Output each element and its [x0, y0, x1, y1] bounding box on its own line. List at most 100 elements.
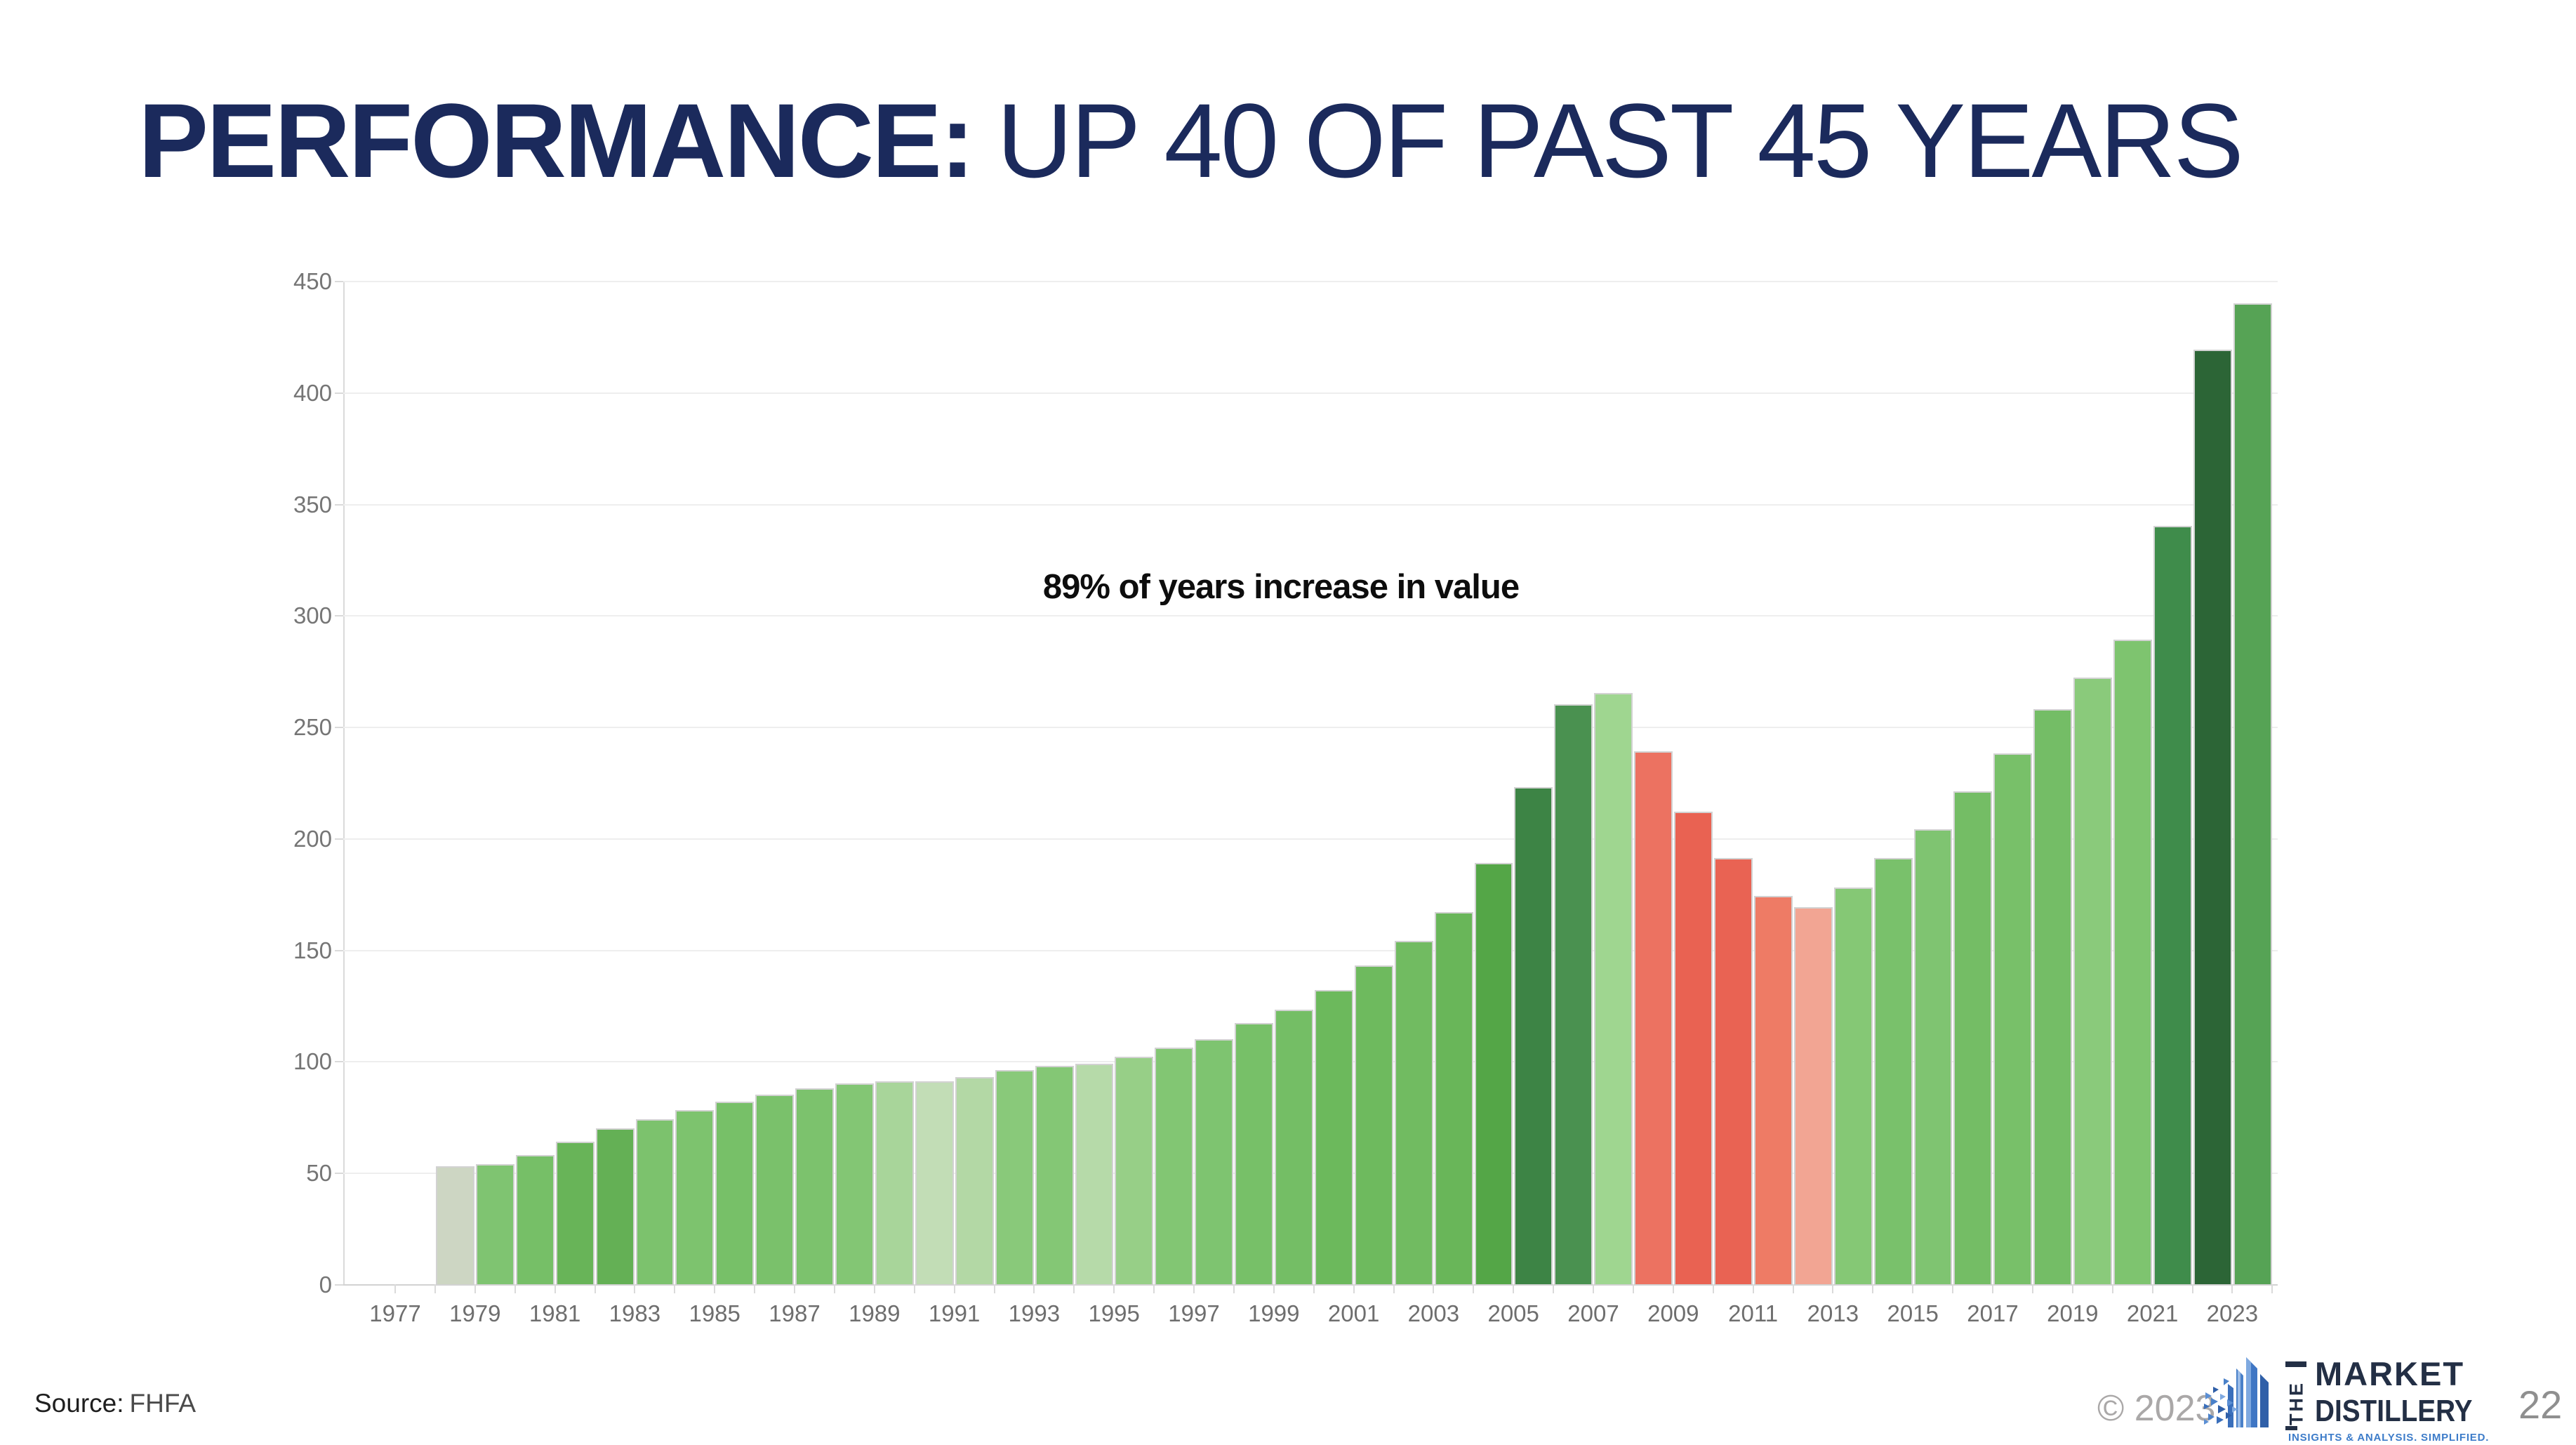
- y-axis-line: [343, 281, 345, 1286]
- logo-buildings-icon: [2204, 1357, 2269, 1427]
- x-axis-tick: [754, 1284, 756, 1293]
- bar-1990: [915, 1081, 954, 1284]
- gridline-150: [343, 949, 2278, 951]
- bar-2020: [2113, 640, 2152, 1284]
- bar-2013: [1833, 887, 1873, 1284]
- source-note: Source: FHFA: [34, 1389, 196, 1418]
- bar-1989: [875, 1081, 914, 1284]
- y-axis-label: 250: [293, 714, 332, 741]
- x-axis-tick: [794, 1284, 795, 1293]
- bar-2011: [1753, 896, 1793, 1284]
- x-axis-tick: [2271, 1284, 2273, 1293]
- x-axis-tick: [1912, 1284, 1914, 1293]
- x-axis-tick: [1353, 1284, 1355, 1293]
- bar-1985: [715, 1101, 755, 1284]
- y-axis-label: 400: [293, 379, 332, 406]
- x-axis-tick: [674, 1284, 676, 1293]
- x-axis-tick: [1273, 1284, 1275, 1293]
- bar-series: [435, 281, 2273, 1284]
- bar-2012: [1793, 907, 1833, 1284]
- gridline-300: [343, 615, 2278, 617]
- y-axis-label: 200: [293, 825, 332, 852]
- x-axis-tick: [1752, 1284, 1754, 1293]
- brand-logo: THE MARKET DISTILLERY INSIGHTS & ANALYSI…: [2203, 1338, 2488, 1444]
- y-axis-label: 450: [293, 268, 332, 294]
- bar-1998: [1235, 1023, 1274, 1284]
- bar-1993: [1035, 1065, 1074, 1284]
- x-axis-tick: [1433, 1284, 1435, 1293]
- x-axis-tick: [394, 1284, 396, 1293]
- y-axis-tick: [335, 1173, 343, 1175]
- x-axis-tick: [434, 1284, 436, 1293]
- x-axis-tick: [514, 1284, 516, 1293]
- y-axis-tick: [335, 1061, 343, 1063]
- x-axis-tick: [1313, 1284, 1315, 1293]
- x-axis-label-1983: 1983: [609, 1300, 661, 1326]
- x-axis-tick: [1393, 1284, 1395, 1293]
- y-axis-label: 0: [319, 1272, 332, 1298]
- bar-1984: [675, 1110, 715, 1284]
- x-axis-tick: [1553, 1284, 1555, 1293]
- bar-2010: [1714, 858, 1753, 1284]
- bar-2016: [1953, 791, 1993, 1284]
- bar-1999: [1275, 1010, 1313, 1284]
- x-axis-label-1985: 1985: [689, 1300, 741, 1326]
- x-axis-label-2019: 2019: [2047, 1300, 2099, 1326]
- x-axis-tick: [1233, 1284, 1235, 1293]
- x-axis-tick: [474, 1284, 476, 1293]
- bar-2019: [2073, 678, 2113, 1284]
- bar-2002: [1394, 940, 1433, 1284]
- bar-1981: [555, 1141, 595, 1284]
- y-axis-tick: [335, 949, 343, 951]
- source-value: FHFA: [129, 1389, 197, 1418]
- bar-2000: [1314, 989, 1353, 1284]
- x-axis-label-2003: 2003: [1407, 1300, 1460, 1326]
- y-axis-label: 150: [293, 937, 332, 963]
- gridline-200: [343, 838, 2278, 840]
- y-axis-tick: [335, 281, 343, 282]
- x-axis-tick: [1952, 1284, 1954, 1293]
- y-axis-tick: [335, 838, 343, 840]
- x-axis-tick: [2151, 1284, 2153, 1293]
- x-axis-tick: [1632, 1284, 1634, 1293]
- y-axis-tick: [335, 1284, 343, 1286]
- x-axis-label-2005: 2005: [1487, 1300, 1539, 1326]
- x-axis-tick: [1473, 1284, 1475, 1293]
- bar-1995: [1115, 1057, 1154, 1284]
- gridline-250: [343, 727, 2278, 729]
- title-emphasis: PERFORMANCE:: [138, 81, 975, 199]
- x-axis-tick: [1513, 1284, 1515, 1293]
- x-axis-tick: [953, 1284, 955, 1293]
- x-axis-label-2023: 2023: [2206, 1300, 2259, 1326]
- bar-2018: [2033, 708, 2073, 1284]
- x-axis-tick: [1033, 1284, 1035, 1293]
- bar-2021: [2153, 526, 2192, 1284]
- y-axis-label: 100: [293, 1048, 332, 1075]
- y-axis-label: 350: [293, 491, 332, 517]
- bar-1992: [995, 1070, 1034, 1284]
- bar-2005: [1514, 786, 1553, 1284]
- x-axis-tick: [1872, 1284, 1874, 1293]
- x-axis-tick: [1073, 1284, 1075, 1293]
- x-axis-tick: [2031, 1284, 2033, 1293]
- source-label: Source:: [34, 1389, 124, 1418]
- bar-2022: [2193, 350, 2232, 1284]
- x-axis-label-2009: 2009: [1647, 1300, 1699, 1326]
- bar-1980: [515, 1154, 555, 1284]
- gridline-400: [343, 392, 2278, 394]
- bar-1978: [436, 1166, 474, 1284]
- x-axis-tick: [1153, 1284, 1155, 1293]
- x-axis-label-2011: 2011: [1728, 1300, 1779, 1326]
- x-axis-tick: [2111, 1284, 2113, 1293]
- x-axis-label-2013: 2013: [1807, 1300, 1859, 1326]
- x-axis-label-1989: 1989: [849, 1300, 901, 1326]
- y-axis-tick: [335, 503, 343, 506]
- x-axis-label-2017: 2017: [1967, 1300, 2019, 1326]
- x-axis-label-1977: 1977: [369, 1300, 421, 1326]
- bar-1983: [635, 1119, 675, 1284]
- bar-2008: [1634, 751, 1673, 1284]
- x-axis-label-2001: 2001: [1327, 1300, 1380, 1326]
- x-axis-tick: [833, 1284, 835, 1293]
- y-axis-tick: [335, 392, 343, 394]
